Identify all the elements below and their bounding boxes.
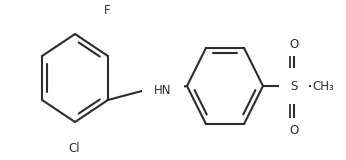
Text: F: F bbox=[104, 4, 110, 16]
Text: CH₃: CH₃ bbox=[312, 80, 334, 92]
Text: HN: HN bbox=[154, 84, 172, 96]
Text: O: O bbox=[289, 124, 299, 136]
Text: Cl: Cl bbox=[68, 141, 80, 155]
Text: S: S bbox=[290, 80, 298, 92]
Text: O: O bbox=[289, 37, 299, 51]
